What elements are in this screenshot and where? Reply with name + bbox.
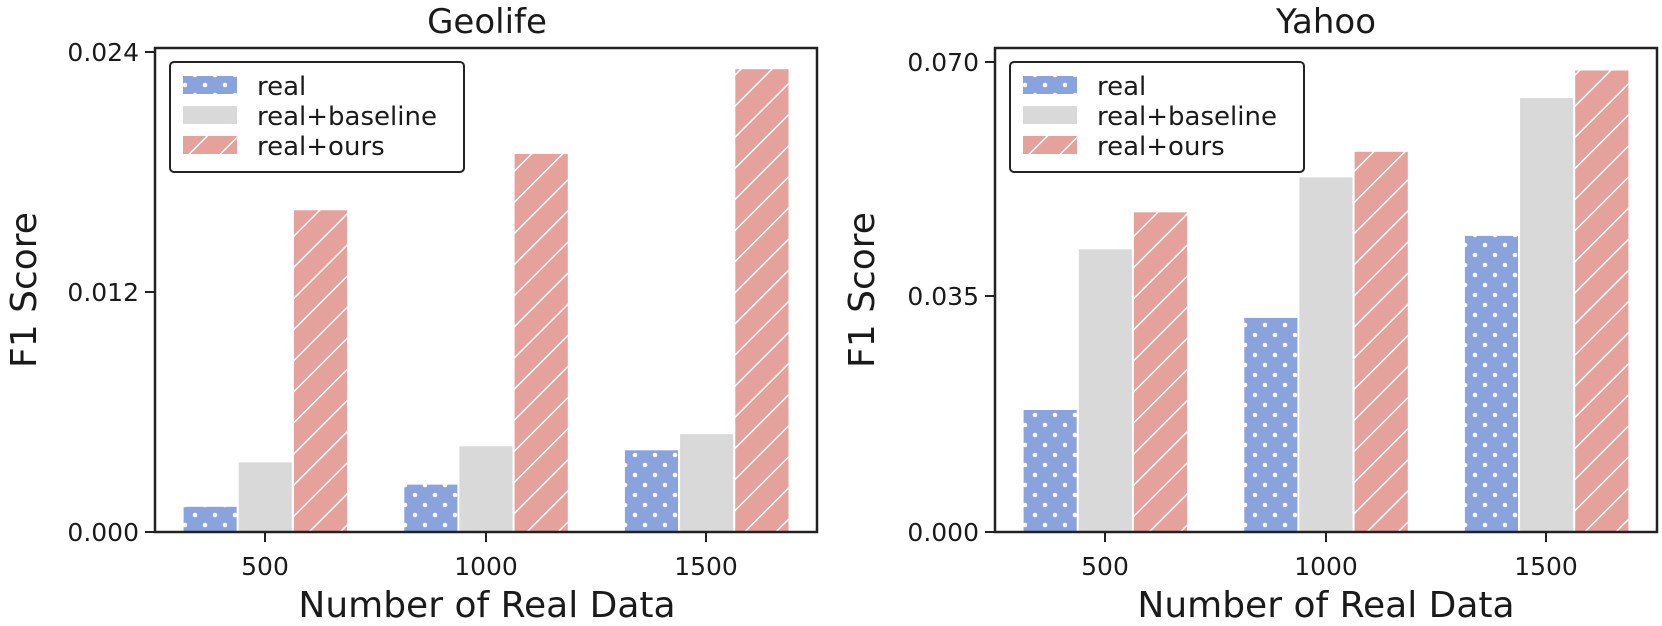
bar-real-baseline-1500 — [678, 432, 736, 534]
y-tick-label: 0.000 — [907, 518, 979, 547]
legend-frame — [169, 61, 465, 173]
y-axis: 0.000 0.035 0.070 — [907, 48, 995, 547]
legend-label-real-ours: real+ours — [1097, 132, 1225, 162]
legend-swatch-real-baseline — [1023, 106, 1077, 124]
x-tick-label: 1000 — [1294, 552, 1358, 581]
bar-real-1500 — [1462, 233, 1521, 533]
bar-real-1500 — [622, 448, 681, 533]
y-axis-label: F1 Score — [4, 212, 45, 368]
y-tick-label: 0.012 — [67, 278, 139, 307]
bar-real-baseline-1000 — [1297, 175, 1355, 533]
x-tick-label: 500 — [241, 552, 289, 581]
bar-real-500 — [181, 504, 239, 533]
bar-real-baseline-500 — [1076, 247, 1135, 534]
legend-label-real-baseline: real+baseline — [1097, 102, 1277, 132]
legend-frame — [1009, 61, 1305, 173]
legend: real real+baseline real+ours — [1009, 61, 1305, 173]
chart-title: Yahoo — [1275, 2, 1376, 42]
legend-label-real-ours: real+ours — [257, 132, 385, 162]
legend-label-real: real — [257, 72, 306, 102]
chart-title: Geolife — [427, 2, 547, 42]
bar-real-ours-1500 — [1573, 68, 1631, 533]
legend-label-real-baseline: real+baseline — [257, 102, 437, 132]
y-tick-label: 0.000 — [67, 518, 139, 547]
chart-panel-geolife: Geolife F1 Score Number of Real Data 0.0… — [4, 2, 819, 626]
bar-real-ours-500 — [1131, 210, 1190, 534]
bar-real-baseline-500 — [236, 460, 294, 533]
bar-real-ours-1000 — [512, 151, 570, 533]
bar-real-500 — [1021, 408, 1079, 533]
y-axis-label: F1 Score — [842, 212, 883, 368]
bars-group — [1021, 68, 1631, 534]
x-tick-label: 1500 — [1514, 552, 1578, 581]
x-tick-label: 500 — [1081, 552, 1129, 581]
legend-swatch-real — [183, 76, 237, 94]
y-tick-label: 0.035 — [907, 282, 979, 311]
bar-real-1000 — [402, 482, 460, 534]
x-axis: 500 1000 1500 — [1081, 532, 1578, 581]
y-tick-label: 0.024 — [67, 38, 139, 67]
legend-swatch-real-ours — [183, 136, 237, 154]
legend-label-real: real — [1097, 72, 1146, 102]
x-axis-label: Number of Real Data — [1137, 585, 1514, 626]
legend: real real+baseline real+ours — [169, 61, 465, 173]
x-axis-label: Number of Real Data — [298, 585, 675, 626]
chart-panel-yahoo: Yahoo F1 Score Number of Real Data 0.000… — [842, 2, 1659, 626]
bar-real-1000 — [1242, 315, 1300, 533]
bar-real-ours-500 — [291, 208, 350, 534]
bar-real-baseline-1500 — [1518, 96, 1576, 533]
bar-real-baseline-1000 — [457, 444, 515, 533]
bar-real-ours-1500 — [733, 67, 791, 533]
y-tick-label: 0.070 — [907, 48, 979, 77]
legend-swatch-real-ours — [1023, 136, 1077, 154]
legend-swatch-real — [1023, 76, 1077, 94]
x-tick-label: 1000 — [454, 552, 518, 581]
x-tick-label: 1500 — [674, 552, 738, 581]
x-axis: 500 1000 1500 — [241, 532, 738, 581]
legend-swatch-real-baseline — [183, 106, 237, 124]
y-axis: 0.000 0.012 0.024 — [67, 38, 155, 547]
bar-real-ours-1000 — [1352, 149, 1410, 534]
